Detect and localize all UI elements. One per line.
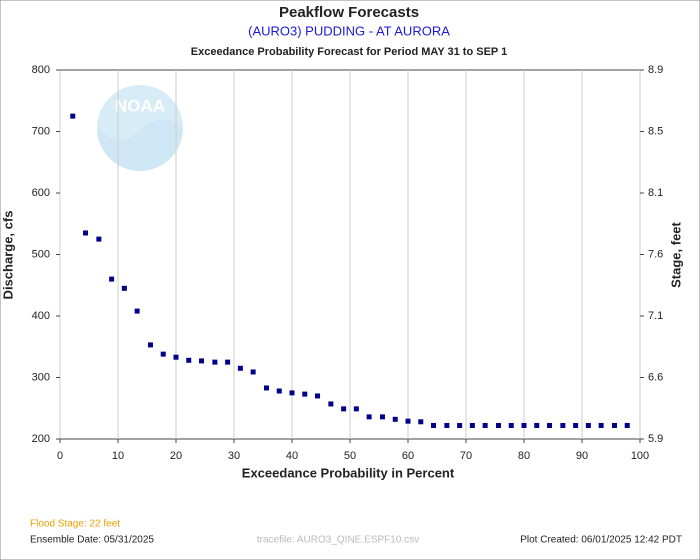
- x-tick-label: 70: [460, 450, 472, 462]
- x-tick-label: 50: [344, 450, 356, 462]
- y-tick-label: 700: [32, 125, 50, 137]
- logo-text: NOAA: [115, 96, 165, 115]
- point: [237, 365, 243, 371]
- point: [225, 359, 231, 365]
- point: [560, 422, 566, 428]
- x-axis-label: Exceedance Probability in Percent: [242, 465, 455, 480]
- point: [263, 385, 269, 391]
- y2-tick-label: 8.9: [648, 64, 663, 76]
- y-tick-label: 500: [32, 248, 50, 260]
- point: [366, 414, 372, 420]
- y-tick-label: 400: [32, 310, 50, 322]
- point: [585, 422, 591, 428]
- point: [173, 354, 179, 360]
- point: [495, 422, 501, 428]
- ensemble-date: Ensemble Date: 05/31/2025: [30, 535, 154, 546]
- x-tick-label: 10: [112, 450, 124, 462]
- point: [341, 406, 347, 412]
- y2-axis-label: Stage, feet: [668, 221, 683, 287]
- point: [276, 388, 282, 394]
- y-tick-label: 300: [32, 371, 50, 383]
- x-tick-label: 40: [286, 450, 298, 462]
- y-tick-label: 200: [32, 433, 50, 445]
- point: [121, 285, 127, 291]
- point: [353, 406, 359, 412]
- y2-tick-label: 8.1: [648, 187, 663, 199]
- point: [547, 422, 553, 428]
- x-tick-label: 60: [402, 450, 414, 462]
- point: [212, 359, 218, 365]
- point: [328, 401, 334, 407]
- point: [379, 414, 385, 420]
- y2-tick-label: 5.9: [648, 433, 663, 445]
- point: [624, 422, 630, 428]
- point: [469, 422, 475, 428]
- y2-tick-label: 7.1: [648, 310, 663, 322]
- point: [611, 422, 617, 428]
- point: [109, 276, 115, 282]
- tracefile: tracefile: AURO3_QINE.ESPF10.csv: [257, 535, 419, 546]
- point: [134, 308, 140, 314]
- y-tick-label: 800: [32, 64, 50, 76]
- point: [534, 422, 540, 428]
- point: [186, 357, 192, 363]
- noaa-logo: NOAA: [97, 85, 183, 171]
- point: [431, 422, 437, 428]
- point: [598, 422, 604, 428]
- point: [199, 358, 205, 364]
- point: [573, 422, 579, 428]
- chart-title: Peakflow Forecasts: [279, 4, 419, 21]
- point: [302, 391, 308, 397]
- point: [160, 351, 166, 357]
- period-label: Exceedance Probability Forecast for Peri…: [191, 46, 507, 58]
- point: [315, 393, 321, 399]
- flood-stage: Flood Stage: 22 feet: [30, 519, 120, 530]
- point: [482, 422, 488, 428]
- x-tick-label: 90: [576, 450, 588, 462]
- point: [508, 422, 514, 428]
- x-tick-label: 20: [170, 450, 182, 462]
- x-tick-label: 30: [228, 450, 240, 462]
- y2-tick-label: 8.5: [648, 125, 663, 137]
- point: [405, 418, 411, 424]
- point: [70, 113, 76, 119]
- point: [250, 369, 256, 375]
- point: [96, 236, 102, 242]
- y2-tick-label: 6.6: [648, 371, 663, 383]
- point: [147, 342, 153, 348]
- plot-created: Plot Created: 06/01/2025 12:42 PDT: [520, 535, 682, 546]
- point: [457, 422, 463, 428]
- y-tick-label: 600: [32, 187, 50, 199]
- chart-subtitle: (AURO3) PUDDING - AT AURORA: [248, 23, 450, 38]
- point: [289, 390, 295, 396]
- point: [392, 416, 398, 422]
- point: [83, 230, 89, 236]
- x-tick-label: 0: [57, 450, 63, 462]
- y-axis-label: Discharge, cfs: [0, 211, 15, 300]
- x-tick-label: 100: [631, 450, 649, 462]
- point: [444, 422, 450, 428]
- point: [418, 419, 424, 425]
- y2-tick-label: 7.6: [648, 248, 663, 260]
- point: [521, 422, 527, 428]
- x-tick-label: 80: [518, 450, 530, 462]
